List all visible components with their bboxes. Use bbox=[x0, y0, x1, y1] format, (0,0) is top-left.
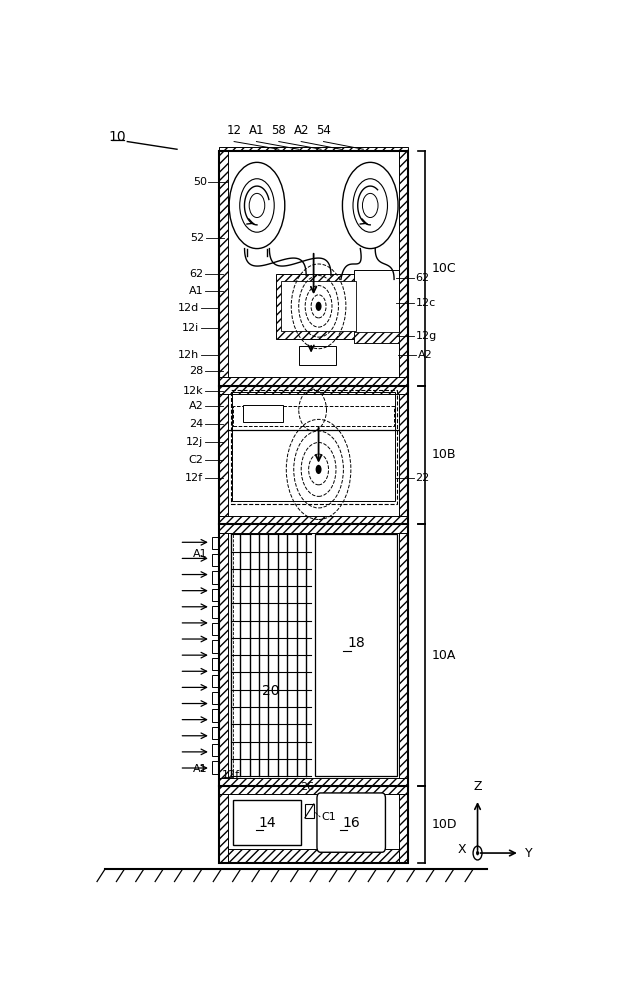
Text: 12: 12 bbox=[227, 124, 242, 137]
Text: 62: 62 bbox=[189, 269, 203, 279]
Bar bbox=[212, 554, 218, 566]
Bar bbox=[212, 744, 218, 756]
Bar bbox=[399, 151, 408, 863]
Text: Y: Y bbox=[525, 847, 533, 860]
Text: 50: 50 bbox=[193, 177, 207, 187]
Text: 58: 58 bbox=[271, 124, 287, 137]
Bar bbox=[212, 537, 218, 549]
Text: 28: 28 bbox=[189, 366, 203, 376]
Bar bbox=[212, 640, 218, 653]
Text: A2: A2 bbox=[418, 350, 433, 360]
Bar bbox=[354, 270, 399, 343]
Bar bbox=[212, 658, 218, 670]
Bar bbox=[219, 151, 228, 863]
Bar bbox=[232, 392, 395, 501]
Text: 26: 26 bbox=[300, 782, 314, 792]
Text: 10D: 10D bbox=[431, 818, 457, 831]
Circle shape bbox=[249, 193, 265, 218]
Bar bbox=[212, 623, 218, 635]
Circle shape bbox=[240, 179, 274, 232]
Bar bbox=[219, 849, 408, 863]
Circle shape bbox=[229, 162, 285, 249]
Bar bbox=[219, 151, 408, 863]
Text: 62: 62 bbox=[415, 273, 429, 283]
Bar bbox=[212, 571, 218, 584]
Text: 12i: 12i bbox=[182, 323, 199, 333]
Circle shape bbox=[342, 162, 398, 249]
Text: 22: 22 bbox=[415, 473, 429, 483]
Text: Z: Z bbox=[473, 780, 482, 793]
Text: 18: 18 bbox=[347, 636, 365, 650]
Bar bbox=[219, 778, 408, 794]
Bar bbox=[212, 761, 218, 774]
Text: 10: 10 bbox=[108, 130, 126, 144]
Bar bbox=[231, 389, 397, 504]
Text: 12j: 12j bbox=[186, 437, 203, 447]
Text: A1: A1 bbox=[188, 286, 203, 296]
Text: A1: A1 bbox=[249, 124, 264, 137]
Bar bbox=[212, 709, 218, 722]
Circle shape bbox=[362, 193, 378, 218]
Bar bbox=[233, 406, 394, 426]
Text: 12k: 12k bbox=[183, 386, 203, 396]
Bar bbox=[315, 534, 397, 776]
Text: 20: 20 bbox=[262, 684, 279, 698]
Text: A2: A2 bbox=[294, 124, 309, 137]
Bar bbox=[212, 589, 218, 601]
Text: 12f: 12f bbox=[222, 770, 240, 780]
Circle shape bbox=[473, 846, 482, 860]
Text: C2: C2 bbox=[188, 455, 203, 465]
Text: 12d: 12d bbox=[178, 303, 199, 313]
Text: 24: 24 bbox=[189, 419, 203, 429]
Bar bbox=[212, 675, 218, 687]
FancyBboxPatch shape bbox=[317, 793, 385, 852]
Bar bbox=[299, 346, 336, 365]
Bar bbox=[354, 332, 399, 343]
Text: 52: 52 bbox=[190, 233, 204, 243]
Bar bbox=[219, 147, 408, 151]
Text: 16: 16 bbox=[342, 816, 360, 830]
Bar bbox=[233, 800, 301, 845]
Bar bbox=[212, 606, 218, 618]
Bar bbox=[219, 516, 408, 533]
Text: 12c: 12c bbox=[415, 298, 436, 308]
Bar bbox=[219, 377, 408, 394]
Text: 14: 14 bbox=[258, 816, 276, 830]
Circle shape bbox=[315, 302, 322, 311]
Text: 54: 54 bbox=[316, 124, 331, 137]
Bar bbox=[212, 692, 218, 704]
Bar bbox=[305, 804, 314, 818]
Bar bbox=[212, 727, 218, 739]
Text: 12f: 12f bbox=[185, 473, 203, 483]
Circle shape bbox=[353, 179, 388, 232]
Text: X: X bbox=[458, 843, 467, 856]
Text: 10B: 10B bbox=[431, 448, 456, 461]
Text: A2: A2 bbox=[188, 401, 203, 411]
Text: A1: A1 bbox=[193, 764, 207, 774]
Bar bbox=[276, 274, 361, 339]
Text: 12h: 12h bbox=[178, 350, 199, 360]
Circle shape bbox=[476, 851, 479, 855]
Text: 10A: 10A bbox=[431, 649, 456, 662]
Bar bbox=[243, 405, 283, 422]
Text: 12g: 12g bbox=[415, 331, 437, 341]
Text: 10C: 10C bbox=[431, 262, 456, 275]
Bar bbox=[281, 281, 356, 331]
Text: C1: C1 bbox=[322, 812, 337, 822]
Text: A1: A1 bbox=[193, 549, 207, 559]
Circle shape bbox=[315, 465, 322, 474]
